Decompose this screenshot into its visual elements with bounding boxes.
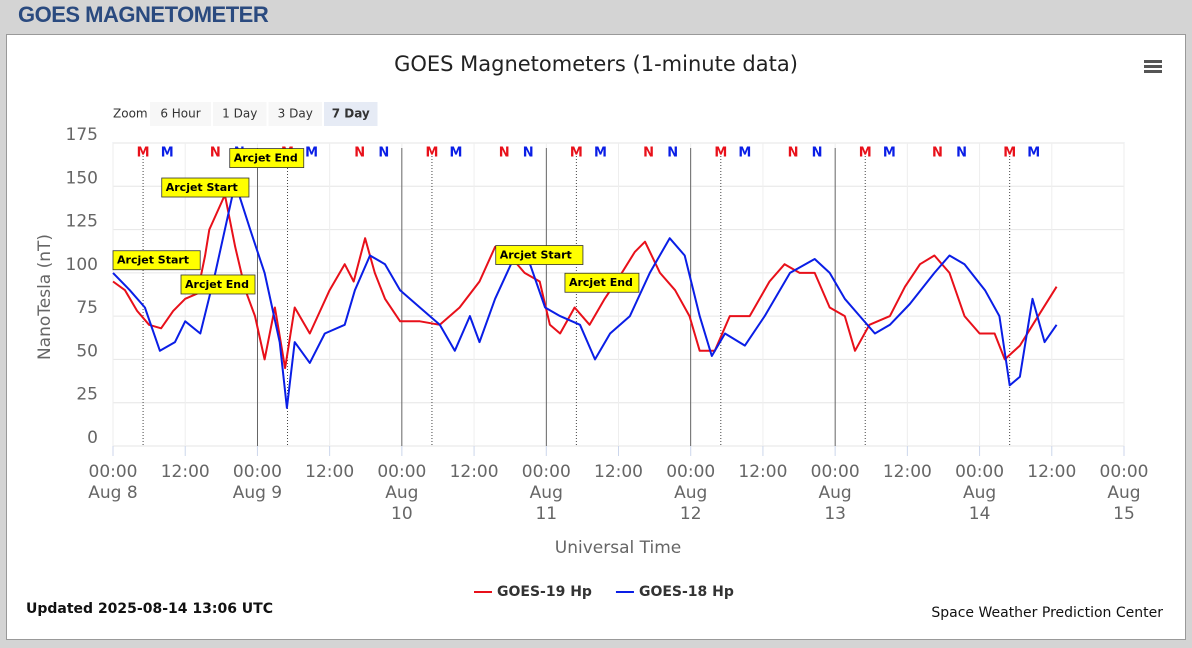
zoom-button[interactable]: 3 Day [268,102,323,126]
x-tick-label: 12:00 [450,462,499,482]
zoom-button-label: 3 Day [278,107,313,121]
zoom-button[interactable]: 7 Day [324,102,378,126]
annotation-box [495,245,584,265]
menu-bar [1144,60,1162,63]
marker-label: N [932,146,943,161]
credit: Space Weather Prediction Center [931,605,1163,621]
legend-label: GOES-19 Hp [497,584,592,600]
annotation: Arcjet End [229,148,305,168]
updated-text: Updated 2025-08-14 13:06 UTC [26,601,273,617]
menu-bar [1144,70,1162,73]
annotation-box [564,272,640,293]
x-axis-label: Universal Time [555,538,681,558]
annotation-box [112,250,201,271]
marker-label: M [161,146,174,161]
zoom-label: Zoom [113,107,148,121]
marker-label: M [1003,146,1016,161]
chart-title: GOES Magnetometers (1-minute data) [394,52,798,76]
series-line [112,181,1058,409]
annotation-box [161,177,250,198]
annotation-label: Arcjet Start [166,181,238,194]
marker-label: N [788,146,799,161]
marker-label: N [378,146,389,161]
zoom-button-label: 7 Day [332,107,370,121]
y-tick-label: 0 [87,428,98,448]
x-tick-label: 00:00 Aug 10 [377,462,426,524]
marker-label: N [812,146,823,161]
annotation-box [229,148,305,168]
series-line [112,193,1058,370]
marker-label: M [425,146,438,161]
marker-label: N [210,146,221,161]
x-tick-label: 00:00 Aug 15 [1100,462,1149,524]
zoom-button[interactable]: 1 Day [213,102,267,126]
marker-label: N [523,146,534,161]
annotation-box [180,274,256,295]
x-tick-label: 12:00 [738,462,787,482]
x-tick-label: 12:00 [161,462,210,482]
legend-label: GOES-18 Hp [639,584,734,600]
x-tick-label: 12:00 [594,462,643,482]
marker-label: N [667,146,678,161]
zoom-button-bg [324,102,378,126]
x-tick-label: 00:00 Aug 9 [233,462,282,503]
marker-label: M [450,146,463,161]
zoom-button[interactable]: 6 Hour [150,102,211,126]
zoom-button-label: 1 Day [222,107,257,121]
y-tick-label: 25 [76,385,98,405]
y-tick-label: 175 [66,125,98,145]
menu-bar [1144,65,1162,68]
marker-label: M [859,146,872,161]
legend-item[interactable]: GOES-19 Hp [474,584,592,600]
marker-label: M [1027,146,1040,161]
zoom-button-bg [268,102,322,126]
annotation-label: Arcjet End [234,152,298,165]
marker-label: M [137,146,150,161]
marker-label: M [883,146,896,161]
x-tick-label: 12:00 [1027,462,1076,482]
annotation: Arcjet Start [495,245,584,265]
x-tick-label: 00:00 Aug 14 [955,462,1004,524]
zoom-button-bg [150,102,211,126]
x-tick-label: 00:00 Aug 11 [522,462,571,524]
annotation-label: Arcjet Start [500,249,572,262]
zoom-button-bg [213,102,267,126]
page-title: GOES MAGNETOMETER [18,2,269,27]
x-tick-label: 00:00 Aug 8 [88,462,137,503]
marker-label: N [354,146,365,161]
zoom-button-label: 6 Hour [160,107,200,121]
y-tick-label: 50 [76,341,98,361]
marker-label: M [305,146,318,161]
menu-button[interactable] [1144,60,1162,73]
y-tick-label: 150 [66,168,98,188]
x-tick-label: 00:00 Aug 13 [811,462,860,524]
annotation: Arcjet Start [161,177,250,198]
marker-label: M [594,146,607,161]
y-tick-label: 125 [66,212,98,232]
x-tick-label: 12:00 [883,462,932,482]
annotation: Arcjet Start [112,250,201,271]
marker-label: M [570,146,583,161]
annotation-label: Arcjet End [569,276,633,289]
x-tick-label: 00:00 Aug 12 [666,462,715,524]
marker-label: M [738,146,751,161]
marker-label: N [956,146,967,161]
legend-item[interactable]: GOES-18 Hp [615,584,734,600]
annotation: Arcjet End [564,272,640,293]
annotation-label: Arcjet Start [117,254,189,267]
y-tick-label: 100 [66,255,98,275]
marker-label: N [499,146,510,161]
x-tick-label: 12:00 [305,462,354,482]
chart-container [6,34,1186,640]
annotation: Arcjet End [180,274,256,295]
y-tick-label: 75 [76,298,98,318]
marker-label: M [714,146,727,161]
annotation-label: Arcjet End [185,278,249,291]
marker-label: N [643,146,654,161]
y-axis-label: NanoTesla (nT) [35,234,55,360]
